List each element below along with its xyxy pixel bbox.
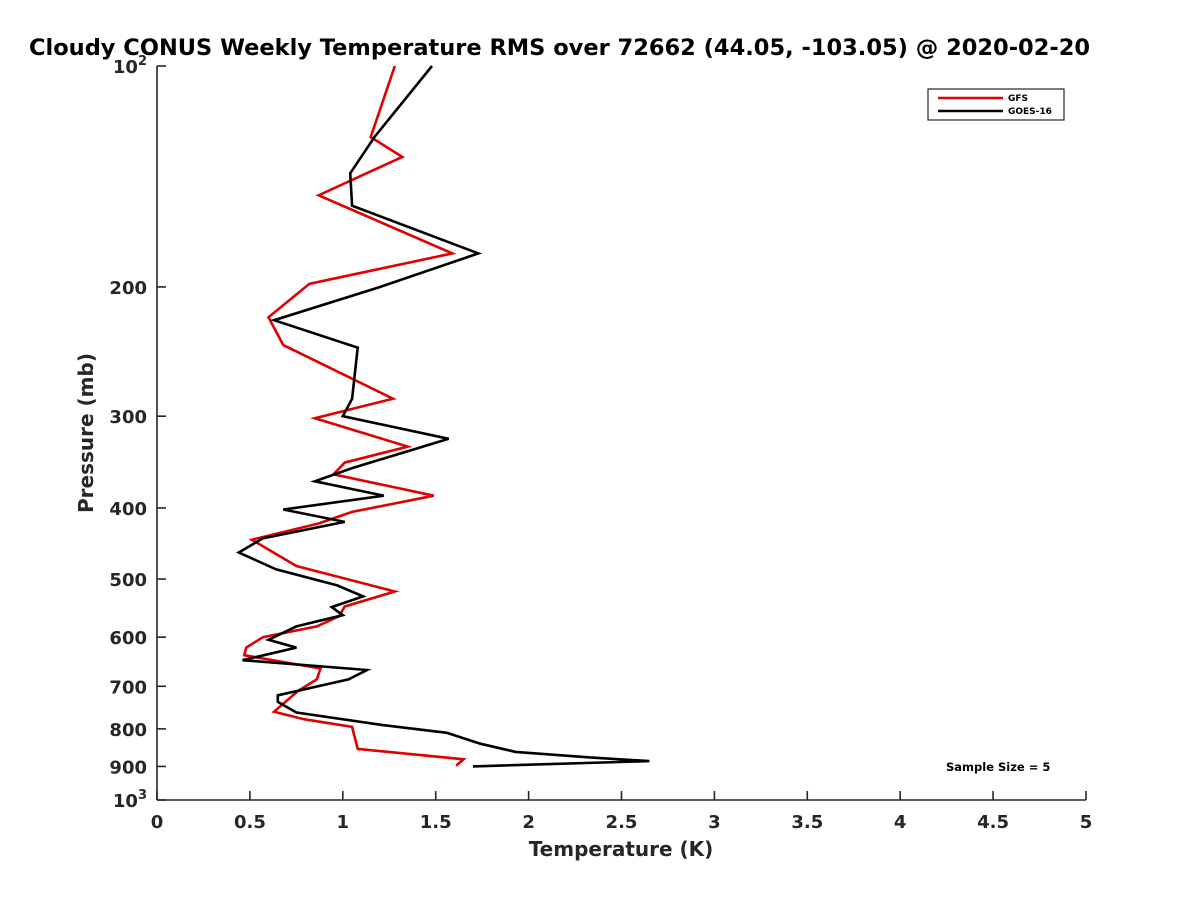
x-axis-label: Temperature (K): [529, 837, 714, 861]
x-tick-label: 2: [522, 812, 535, 833]
x-tick-label: 0: [151, 812, 164, 833]
x-tick-label: 3: [708, 812, 721, 833]
x-tick-label: 5: [1080, 812, 1093, 833]
y-tick-label: 103: [113, 788, 147, 812]
sample-size-annotation: Sample Size = 5: [946, 760, 1050, 774]
y-tick-label: 400: [109, 499, 147, 520]
y-tick-label: 500: [109, 570, 147, 591]
x-ticks: 0 0.5 1 1.5 2 2.5 3 3.5 4 4.5 5: [151, 791, 1093, 833]
series-line-gfs: [242, 65, 467, 767]
series-line-goes-16: [235, 65, 650, 768]
series-layer: [235, 65, 650, 768]
legend: GFS GOES-16: [927, 88, 1065, 121]
y-tick-label: 600: [109, 628, 147, 649]
chart-title: Cloudy CONUS Weekly Temperature RMS over…: [29, 35, 1090, 61]
y-tick-label: 700: [109, 677, 147, 698]
y-tick-label: 300: [109, 407, 147, 428]
x-tick-label: 1: [337, 812, 350, 833]
x-tick-label: 4.5: [977, 812, 1009, 833]
y-tick-label: 200: [109, 278, 147, 299]
x-tick-label: 4: [894, 812, 907, 833]
x-tick-label: 0.5: [234, 812, 266, 833]
legend-label-goes16: GOES-16: [1008, 107, 1052, 117]
y-axis-label: Pressure (mb): [74, 353, 98, 513]
y-tick-label: 900: [109, 757, 147, 778]
x-tick-label: 2.5: [606, 812, 638, 833]
x-tick-label: 1.5: [420, 812, 452, 833]
y-ticks: 102 200 300 400 500 600 700 800 900 103: [109, 54, 166, 812]
x-tick-label: 3.5: [791, 812, 823, 833]
legend-label-gfs: GFS: [1008, 94, 1028, 104]
legend-box: [927, 88, 1065, 121]
y-tick-label: 102: [113, 54, 147, 78]
y-tick-label: 800: [109, 720, 147, 741]
